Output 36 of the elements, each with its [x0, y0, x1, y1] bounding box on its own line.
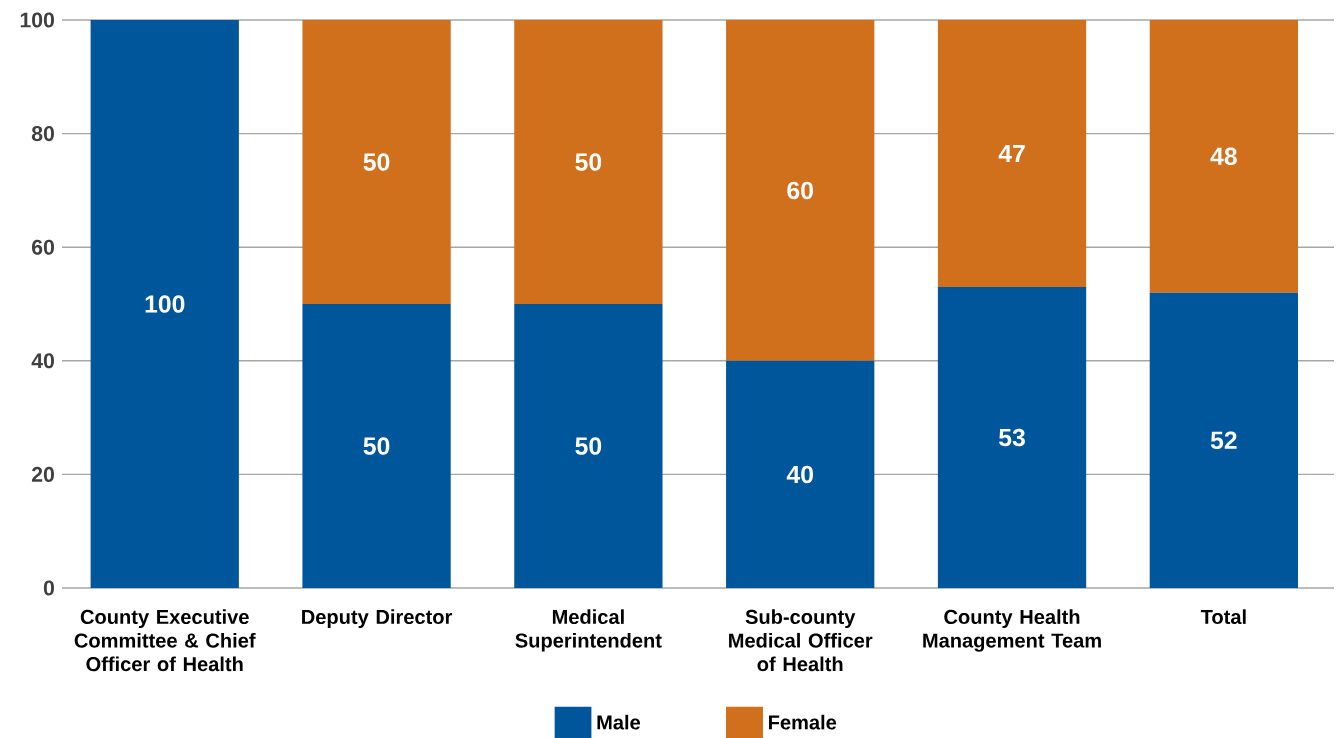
y-tick-label: 0 — [43, 580, 54, 596]
y-tick-label: 80 — [31, 126, 54, 142]
y-tick-label: 40 — [31, 353, 54, 369]
data-label: 48 — [1210, 147, 1237, 166]
bar — [302, 304, 451, 588]
data-label: 100 — [145, 295, 185, 313]
x-tick-label: Medical Superintendent — [515, 609, 662, 652]
data-label: 50 — [575, 437, 602, 455]
data-label: 50 — [363, 153, 390, 171]
bar — [726, 20, 875, 361]
x-tick-label: Sub-county Medical Officer of Health — [729, 609, 873, 672]
bar — [937, 20, 1087, 287]
x-tick-label: County Executive Committee & Chief Officer of Health — [74, 609, 256, 672]
y-tick-label: 100 — [20, 12, 54, 28]
bar — [514, 20, 663, 304]
bar — [1149, 20, 1298, 293]
x-tick-label: County Health Management Team — [923, 609, 1101, 652]
x-tick-label: Total — [1200, 609, 1246, 625]
bar — [1149, 292, 1298, 588]
data-label: 40 — [786, 465, 813, 484]
bar — [302, 20, 451, 304]
legend-label: Female — [769, 714, 837, 730]
data-label: 60 — [787, 181, 813, 200]
x-tick-label: Deputy Director — [302, 609, 453, 628]
bar — [726, 360, 875, 588]
bar — [937, 286, 1087, 588]
data-label: 50 — [363, 437, 390, 455]
y-tick-label: 20 — [31, 466, 54, 482]
data-label: 52 — [1210, 431, 1237, 450]
data-label: 50 — [575, 153, 602, 171]
legend-label: Male — [597, 714, 641, 730]
data-label: 53 — [999, 428, 1025, 447]
y-tick-label: 60 — [32, 239, 54, 255]
bar — [90, 20, 239, 588]
data-label: 47 — [998, 144, 1025, 163]
bar — [514, 304, 663, 588]
